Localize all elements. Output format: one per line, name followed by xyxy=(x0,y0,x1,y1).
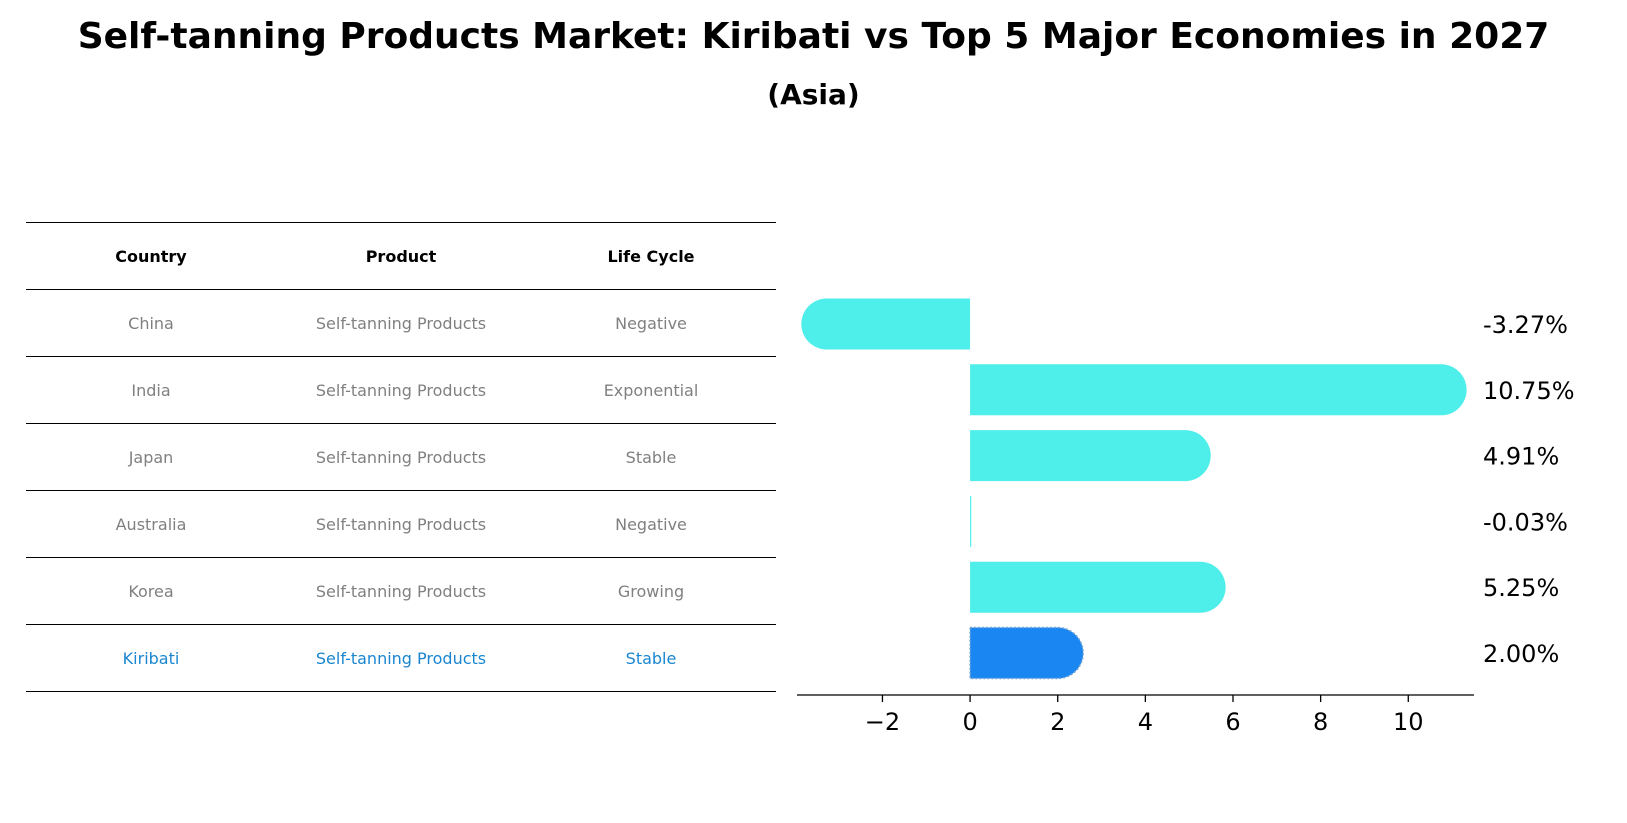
cell-product: Self-tanning Products xyxy=(276,289,526,357)
bar-kiribati xyxy=(969,626,1084,680)
cell-life-cycle: Stable xyxy=(526,423,776,491)
table-row: Australia Self-tanning Products Negative xyxy=(26,490,776,558)
header-product: Product xyxy=(276,222,526,290)
bar-india xyxy=(970,364,1467,416)
table-header-row: Country Product Life Cycle xyxy=(26,222,776,290)
bar-china xyxy=(801,298,971,350)
cell-life-cycle: Growing xyxy=(526,557,776,625)
x-tick-label: 2 xyxy=(1050,708,1065,736)
cell-country: Korea xyxy=(26,557,276,625)
cell-country: India xyxy=(26,356,276,424)
cell-life-cycle: Negative xyxy=(526,490,776,558)
cell-product: Self-tanning Products xyxy=(276,557,526,625)
value-label-japan: 4.91% xyxy=(1483,443,1559,471)
cell-country: Japan xyxy=(26,423,276,491)
x-tick-label: 4 xyxy=(1138,708,1153,736)
header-country: Country xyxy=(26,222,276,290)
cell-life-cycle: Exponential xyxy=(526,356,776,424)
value-label-kiribati: 2.00% xyxy=(1483,640,1559,668)
cell-country: Kiribati xyxy=(26,624,276,692)
bar-australia xyxy=(970,495,972,547)
cell-country: China xyxy=(26,289,276,357)
value-label-china: -3.27% xyxy=(1483,311,1568,339)
x-tick-label: 0 xyxy=(962,708,977,736)
cell-product: Self-tanning Products xyxy=(276,423,526,491)
x-tick-label: 8 xyxy=(1313,708,1328,736)
chart-subtitle: (Asia) xyxy=(767,78,860,111)
cell-life-cycle: Stable xyxy=(526,624,776,692)
cell-product: Self-tanning Products xyxy=(276,356,526,424)
chart-title: Self-tanning Products Market: Kiribati v… xyxy=(77,16,1550,57)
cell-country: Australia xyxy=(26,490,276,558)
bar-korea xyxy=(970,561,1226,613)
header-life-cycle: Life Cycle xyxy=(526,222,776,290)
value-label-australia: -0.03% xyxy=(1483,508,1568,536)
market-table: Country Product Life Cycle China Self-ta… xyxy=(26,222,776,692)
value-label-korea: 5.25% xyxy=(1483,574,1559,602)
x-tick-label: 10 xyxy=(1393,708,1424,736)
cell-product: Self-tanning Products xyxy=(276,624,526,692)
table-row: India Self-tanning Products Exponential xyxy=(26,356,776,424)
table-row: Korea Self-tanning Products Growing xyxy=(26,557,776,625)
value-label-india: 10.75% xyxy=(1483,377,1575,405)
table-row: China Self-tanning Products Negative xyxy=(26,289,776,357)
bar-japan xyxy=(970,430,1211,482)
x-tick-label: 6 xyxy=(1225,708,1240,736)
table-row-highlighted: Kiribati Self-tanning Products Stable xyxy=(26,624,776,692)
cell-life-cycle: Negative xyxy=(526,289,776,357)
cell-product: Self-tanning Products xyxy=(276,490,526,558)
x-tick-label: −2 xyxy=(865,708,900,736)
table-row: Japan Self-tanning Products Stable xyxy=(26,423,776,491)
